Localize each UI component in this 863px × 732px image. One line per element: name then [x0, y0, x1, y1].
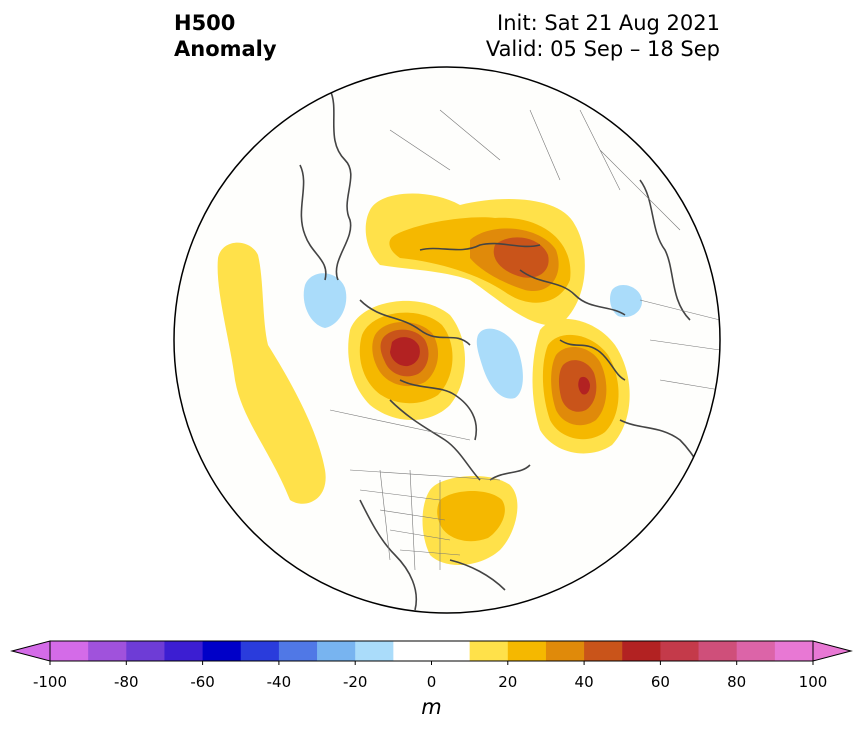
colorbar-cell: [736, 641, 776, 661]
title-right: Init: Sat 21 Aug 2021 Valid: 05 Sep – 18…: [486, 10, 720, 62]
colorbar-cell: [431, 641, 471, 661]
colorbar-cell: [507, 641, 547, 661]
colorbar-cell: [317, 641, 356, 661]
colorbar-cell: [164, 641, 204, 661]
colorbar-tick-label: 0: [426, 673, 437, 691]
borders: [329, 109, 720, 571]
colorbar-tick-label: -100: [32, 673, 68, 691]
colorbar-cell: [240, 641, 280, 661]
colorbar-tick-label: -40: [266, 673, 292, 691]
colorbar-cells: [50, 641, 814, 661]
colorbar-max-arrow: [812, 640, 853, 662]
colorbar: [10, 640, 853, 665]
anomaly-pacific-band: [217, 242, 326, 504]
polar-map: [173, 66, 721, 614]
colorbar-tick-label: -60: [190, 673, 215, 691]
colorbar-cell: [278, 641, 318, 661]
colorbar-tick-label: 40: [574, 673, 594, 691]
title-left: H500 Anomaly: [174, 10, 277, 62]
colorbar-cell: [355, 641, 394, 661]
anomaly-negative-russia: [610, 285, 643, 318]
colorbar-cell: [545, 641, 585, 661]
colorbar-cell: [50, 641, 89, 661]
colorbar-cell: [584, 641, 623, 661]
colorbar-cell: [774, 641, 814, 661]
colorbar-tick-label: 60: [650, 673, 670, 691]
colorbar-cell: [469, 641, 509, 661]
colorbar-cell: [660, 641, 700, 661]
colorbar-min-arrow: [10, 640, 51, 662]
anomaly-negative-greenland: [476, 328, 523, 399]
colorbar-tick-label: -80: [114, 673, 139, 691]
init-date: Init: Sat 21 Aug 2021: [497, 11, 720, 35]
anomaly-negative-pacific: [303, 273, 347, 328]
anomaly-siberia-40: [493, 237, 549, 278]
colorbar-tick-label: 20: [498, 673, 518, 691]
colorbar-ticks: [49, 661, 814, 665]
coastlines: [299, 89, 711, 611]
anomaly-fields: [217, 193, 643, 566]
colorbar-cell: [622, 641, 661, 661]
colorbar-tick-label: 100: [798, 673, 828, 691]
valid-range: Valid: 05 Sep – 18 Sep: [485, 37, 720, 61]
colorbar-cell: [393, 641, 432, 661]
colorbar-tick-label: -20: [342, 673, 368, 691]
title-variable: H500: [174, 11, 236, 35]
colorbar-cell: [126, 641, 165, 661]
colorbar-cell: [698, 641, 738, 661]
colorbar-unit-label: m: [421, 695, 442, 719]
title-field: Anomaly: [174, 37, 277, 61]
colorbar-cell: [88, 641, 127, 661]
map-boundary: [173, 66, 721, 614]
anomaly-europe-50: [578, 376, 590, 395]
anomaly-us-20: [437, 491, 505, 542]
colorbar-tick-label: 80: [727, 673, 747, 691]
anomaly-europe-40: [558, 360, 597, 412]
colorbar-cell: [202, 641, 242, 661]
anomaly-canada-50: [390, 337, 420, 367]
